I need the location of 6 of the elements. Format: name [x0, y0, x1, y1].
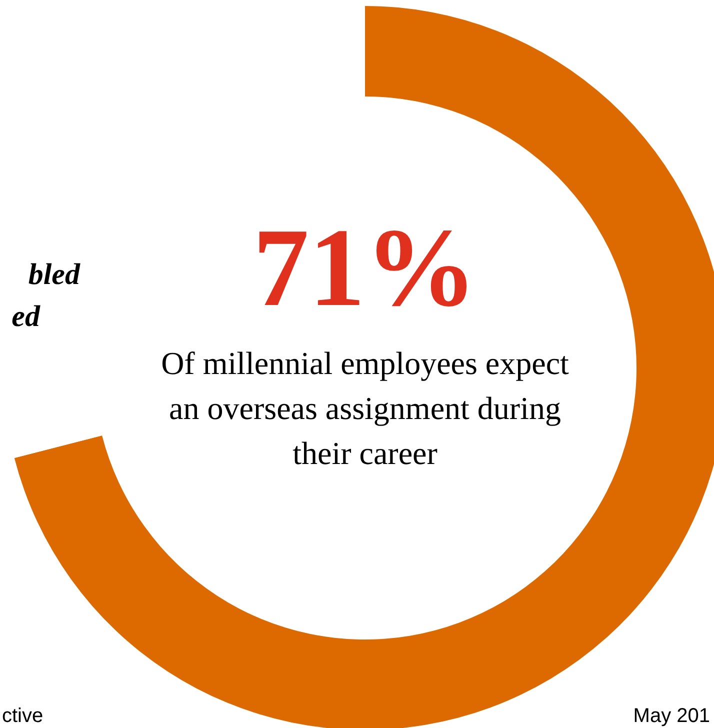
text: ed [12, 300, 41, 333]
data-label: 71% [253, 206, 477, 330]
text: ctive [2, 705, 44, 727]
text: May 201 [633, 705, 710, 727]
text: bled [28, 258, 81, 291]
text: Of millennial employees expect an overseas assignment during their career [161, 345, 570, 471]
